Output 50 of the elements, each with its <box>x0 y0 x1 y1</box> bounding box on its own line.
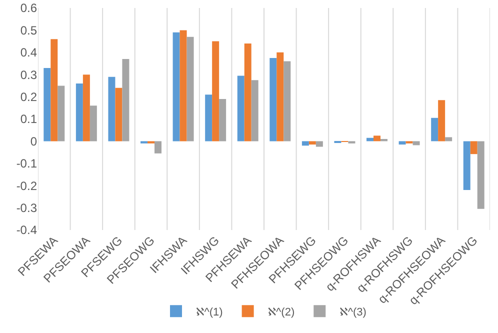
bar <box>374 136 380 142</box>
bar <box>237 76 244 142</box>
y-tick-label: 0.5 <box>20 23 38 38</box>
y-tick-label: 0.2 <box>20 90 38 104</box>
y-tick-label: 0.1 <box>20 112 38 126</box>
bar <box>212 41 220 142</box>
bar <box>244 44 252 142</box>
legend-label: ℵ^(3) <box>340 306 366 318</box>
y-tick-label: 0.3 <box>20 68 38 82</box>
y-tick-label: 0 <box>30 134 38 148</box>
y-tick-label: -0.2 <box>16 178 38 193</box>
bar <box>82 74 90 142</box>
y-tick-label: 0.4 <box>20 46 38 60</box>
bar <box>108 76 116 142</box>
bar <box>205 94 212 142</box>
bar <box>115 88 122 142</box>
bar <box>470 141 478 154</box>
bar <box>308 141 316 145</box>
bar <box>477 141 484 209</box>
bar <box>412 141 420 146</box>
bar <box>380 138 388 142</box>
bar <box>284 61 291 142</box>
bar <box>219 99 226 142</box>
legend-label: ℵ^(2) <box>268 306 295 318</box>
bar <box>366 138 374 142</box>
y-tick-label: -0.4 <box>16 223 38 238</box>
bar <box>398 141 406 145</box>
bar <box>90 106 97 142</box>
bar <box>44 68 51 142</box>
bar <box>180 30 187 142</box>
bar <box>438 100 446 142</box>
y-tick-label: 0.6 <box>20 1 38 16</box>
bar <box>154 141 162 154</box>
bar <box>76 83 83 142</box>
bar <box>270 58 277 142</box>
bar <box>431 118 438 142</box>
bar <box>58 86 65 142</box>
legend-label: ℵ^(1) <box>196 306 223 318</box>
bar <box>302 141 309 146</box>
y-tick-label: -0.3 <box>16 201 38 215</box>
bar <box>186 36 194 142</box>
bar <box>316 141 323 147</box>
bar <box>122 59 130 142</box>
y-tick-label: -0.1 <box>16 156 38 171</box>
bar <box>445 137 452 142</box>
bar <box>172 32 180 142</box>
bar <box>251 80 258 142</box>
bar <box>276 52 284 142</box>
bar <box>463 141 470 190</box>
bar <box>50 39 58 142</box>
